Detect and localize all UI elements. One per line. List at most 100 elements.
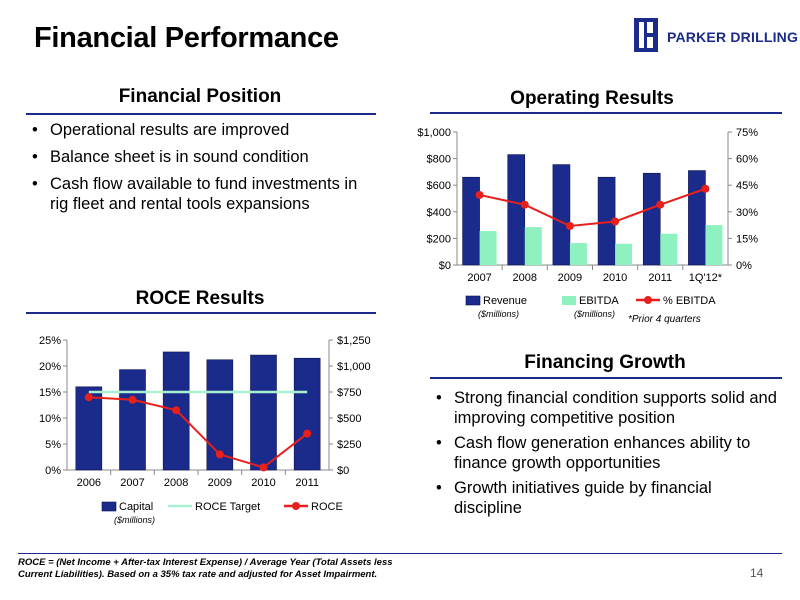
financing-growth-heading: Financing Growth bbox=[524, 352, 686, 373]
operating-results-bar-revenue bbox=[462, 176, 480, 266]
operating-results-y-right-tick-label: 75% bbox=[736, 127, 758, 139]
operating-results-bar-ebitda bbox=[615, 243, 633, 265]
roce-results-y-left-tick-label: 25% bbox=[39, 335, 61, 347]
roce-results-y-left-tick-label: 20% bbox=[39, 361, 61, 373]
roce-results-line-roce-point bbox=[128, 395, 137, 404]
operating-results-x-tick-label: 2009 bbox=[558, 272, 582, 284]
roce-results-line-roce-point bbox=[259, 463, 268, 472]
operating-results-x-tick-label: 1Q'12* bbox=[689, 272, 723, 284]
operating-results-y-left-tick-label: $200 bbox=[427, 233, 451, 245]
operating-results-x-tick-label: 2007 bbox=[467, 272, 491, 284]
roce-results-legend-roce-marker bbox=[292, 502, 300, 510]
roce-results-legend-roce-target-label: ROCE Target bbox=[195, 501, 260, 513]
operating-results-bar-ebitda bbox=[569, 243, 587, 265]
roce-results-line-roce-point bbox=[303, 429, 312, 438]
list-item: Balance sheet is in sound condition bbox=[30, 147, 370, 167]
operating-results-bar-revenue bbox=[507, 154, 526, 266]
operating-results-legend-ebitda-label: EBITDA bbox=[579, 295, 619, 307]
roce-results-x-tick-label: 2011 bbox=[295, 477, 319, 489]
operating-results-bar-ebitda bbox=[524, 227, 542, 265]
operating-results-line--ebitda-point bbox=[611, 217, 620, 226]
roce-results-y-right-tick-label: $500 bbox=[337, 413, 361, 425]
operating-results-y-right-tick-label: 0% bbox=[736, 260, 752, 272]
financial-position-list: Operational results are improved Balance… bbox=[30, 120, 370, 221]
operating-results-bar-revenue bbox=[688, 170, 706, 266]
operating-results-line--ebitda-point bbox=[520, 200, 529, 209]
financing-growth-list: Strong financial condition supports soli… bbox=[434, 388, 784, 523]
roce-results-line-roce-point bbox=[84, 393, 93, 402]
roce-results-x-tick-label: 2008 bbox=[164, 477, 188, 489]
operating-results-y-left-tick-label: $400 bbox=[427, 207, 451, 219]
operating-results-x-tick-label: 2008 bbox=[513, 272, 537, 284]
roce-results-x-tick-label: 2010 bbox=[251, 477, 275, 489]
roce-results-line-roce-point bbox=[215, 450, 224, 459]
operating-results-y-right-tick-label: 45% bbox=[736, 180, 758, 192]
operating-results-line--ebitda-point bbox=[656, 200, 665, 209]
parker-drilling-logo-icon bbox=[634, 18, 658, 52]
operating-results-line--ebitda-point bbox=[565, 221, 574, 230]
roce-results-bar-capital bbox=[293, 357, 321, 471]
footer-divider bbox=[18, 553, 782, 554]
operating-results-legend--ebitda-label: % EBITDA bbox=[663, 295, 716, 307]
roce-results-line-roce-point bbox=[172, 406, 181, 415]
operating-results-x-tick-label: 2011 bbox=[648, 272, 672, 284]
company-logo: PARKER DRILLING bbox=[634, 18, 798, 58]
roce-results-y-left-tick-label: 5% bbox=[45, 439, 61, 451]
operating-results-line--ebitda-point bbox=[475, 190, 484, 199]
operating-results-title: Operating Results bbox=[510, 88, 674, 109]
operating-results-x-tick-label: 2010 bbox=[603, 272, 627, 284]
page-title: Financial Performance bbox=[34, 22, 339, 54]
roce-results-y-left-tick-label: 0% bbox=[45, 465, 61, 477]
roce-results-y-right-tick-label: $1,250 bbox=[337, 335, 371, 347]
operating-results-note: *Prior 4 quarters bbox=[628, 314, 701, 325]
roce-results-legend-capital-swatch bbox=[101, 501, 117, 512]
roce-results-x-tick-label: 2009 bbox=[208, 477, 232, 489]
roce-footnote: ROCE = (Net Income + After-tax Interest … bbox=[18, 557, 393, 580]
list-item: Operational results are improved bbox=[30, 120, 370, 140]
operating-results-legend-ebitda-swatch bbox=[562, 296, 576, 305]
operating-results-y-left-tick-label: $1,000 bbox=[417, 127, 451, 139]
operating-results-legend-revenue-swatch bbox=[465, 295, 481, 306]
roce-results-legend-capital-label: Capital bbox=[119, 501, 153, 513]
operating-results-bar-ebitda bbox=[660, 233, 678, 265]
operating-results-bar-revenue bbox=[642, 172, 661, 266]
roce-results-title: ROCE Results bbox=[136, 288, 265, 309]
logo-text: PARKER DRILLING bbox=[667, 29, 799, 45]
roce-results-legend-roce-label: ROCE bbox=[311, 501, 343, 513]
operating-results-y-right-tick-label: 30% bbox=[736, 207, 758, 219]
operating-results-bar-ebitda bbox=[479, 231, 497, 265]
list-item: Growth initiatives guide by financial di… bbox=[434, 478, 784, 518]
operating-results-y-right-tick-label: 60% bbox=[736, 154, 758, 166]
roce-results-x-tick-label: 2007 bbox=[120, 477, 144, 489]
operating-results-legend-revenue-label: Revenue bbox=[483, 295, 527, 307]
roce-results-bar-capital bbox=[250, 354, 277, 471]
page-number: 14 bbox=[750, 566, 764, 580]
roce-results-legend-capital-sublabel: ($millions) bbox=[114, 515, 155, 525]
operating-results-y-left-tick-label: $0 bbox=[439, 260, 451, 272]
list-item: Cash flow available to fund investments … bbox=[30, 174, 370, 214]
list-item: Cash flow generation enhances ability to… bbox=[434, 433, 784, 473]
operating-results-legend--ebitda-marker bbox=[644, 296, 652, 304]
operating-results-legend-ebitda-sublabel: ($millions) bbox=[574, 309, 615, 319]
roce-results-y-right-tick-label: $1,000 bbox=[337, 361, 371, 373]
operating-results-line--ebitda-point bbox=[701, 184, 710, 193]
roce-results-y-right-tick-label: $0 bbox=[337, 465, 349, 477]
roce-results-x-tick-label: 2006 bbox=[77, 477, 101, 489]
operating-results-bar-revenue bbox=[552, 164, 571, 266]
roce-results-line-roce bbox=[88, 396, 308, 469]
financing-growth-divider bbox=[430, 377, 782, 379]
operating-results-y-left-tick-label: $600 bbox=[427, 180, 451, 192]
operating-results-bar-ebitda bbox=[705, 225, 723, 265]
financial-position-heading: Financial Position bbox=[118, 86, 282, 107]
list-item: Strong financial condition supports soli… bbox=[434, 388, 784, 428]
financial-position-divider bbox=[26, 113, 376, 115]
operating-results-y-right-tick-label: 15% bbox=[736, 233, 758, 245]
roce-results-bar-capital bbox=[119, 369, 146, 471]
roce-results-y-right-tick-label: $250 bbox=[337, 439, 361, 451]
roce-results-y-right-tick-label: $750 bbox=[337, 387, 361, 399]
roce-results-y-left-tick-label: 15% bbox=[39, 387, 61, 399]
roce-results-y-left-tick-label: 10% bbox=[39, 413, 61, 425]
operating-results-line--ebitda bbox=[479, 187, 706, 228]
operating-results-legend-revenue-sublabel: ($millions) bbox=[478, 309, 519, 319]
